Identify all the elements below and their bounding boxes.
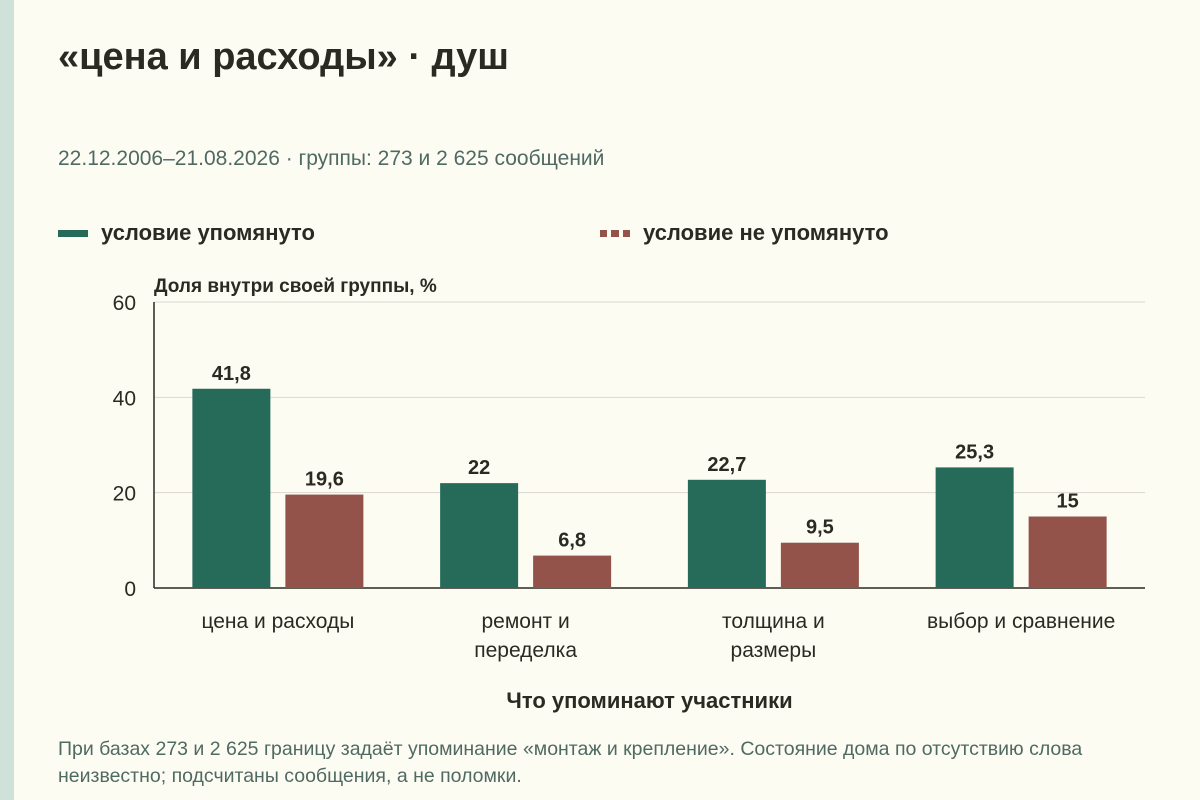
chart-title: «цена и расходы» · душ (58, 36, 509, 78)
bar-mentioned (440, 483, 519, 588)
bar-mentioned (935, 467, 1014, 588)
legend-label-mentioned: условие упомянуто (101, 220, 315, 245)
bar-not-mentioned (285, 494, 364, 588)
bar-not-mentioned (1028, 516, 1107, 588)
legend-swatch-mentioned (58, 229, 88, 237)
bar-value-label: 15 (1057, 491, 1079, 513)
x-tick-label: переделка (474, 639, 577, 662)
bar-value-label: 6,8 (558, 530, 586, 552)
x-tick-label: выбор и сравнение (927, 610, 1115, 633)
x-tick-label: толщина и (722, 610, 825, 633)
bar-value-label: 22,7 (707, 454, 746, 476)
bar-value-label: 9,5 (806, 517, 834, 539)
legend-item-mentioned: условие упомянуто (58, 219, 315, 247)
accent-strip (0, 0, 14, 800)
bar-value-label: 19,6 (305, 469, 344, 491)
bar-mentioned (687, 479, 766, 588)
bar-not-mentioned (533, 555, 612, 588)
bar-not-mentioned (780, 542, 859, 588)
x-tick-label: ремонт и (481, 610, 569, 633)
footnote: При базах 273 и 2 625 границу задаёт упо… (58, 738, 1083, 787)
bar-value-label: 41,8 (212, 363, 251, 385)
y-axis-label: Доля внутри своей группы, % (154, 276, 437, 297)
y-tick-label: 60 (113, 292, 136, 315)
bar-value-label: 25,3 (955, 441, 994, 463)
bar-mentioned (192, 388, 271, 588)
bar-value-label: 22 (468, 457, 490, 479)
chart-subtitle: 22.12.2006–21.08.2026 · группы: 273 и 2 … (58, 147, 605, 170)
legend-item-not-mentioned: условие не упомянуто (600, 219, 889, 247)
y-tick-label: 0 (124, 578, 136, 601)
y-tick-label: 40 (113, 387, 136, 410)
x-axis-label: Что упоминают участники (506, 688, 792, 713)
legend-label-not-mentioned: условие не упомянуто (643, 220, 889, 245)
x-tick-label: цена и расходы (201, 610, 354, 633)
legend-swatch-not-mentioned (600, 229, 630, 237)
x-tick-label: размеры (731, 639, 817, 662)
y-tick-label: 20 (113, 483, 136, 506)
